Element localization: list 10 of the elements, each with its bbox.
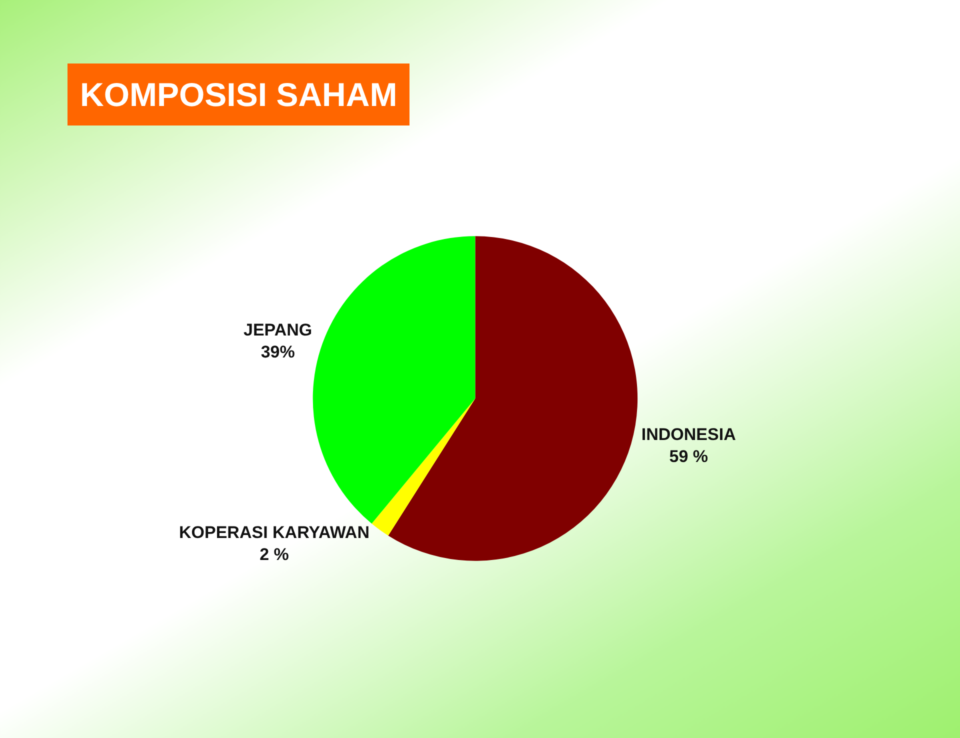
pie-slice [312,236,476,524]
data-label: 59 % [669,446,708,466]
pie-slice [372,398,476,536]
data-label: 39% [260,342,295,362]
data-label: 2 % [260,544,289,564]
slice-label: INDONESIA [641,424,736,444]
chart-title: KOMPOSISI SAHAM [80,76,398,113]
slice-label: KOPERASI KARYAWAN [178,522,370,542]
slice-label: JEPANG [244,320,312,340]
pie-slice [388,236,638,561]
